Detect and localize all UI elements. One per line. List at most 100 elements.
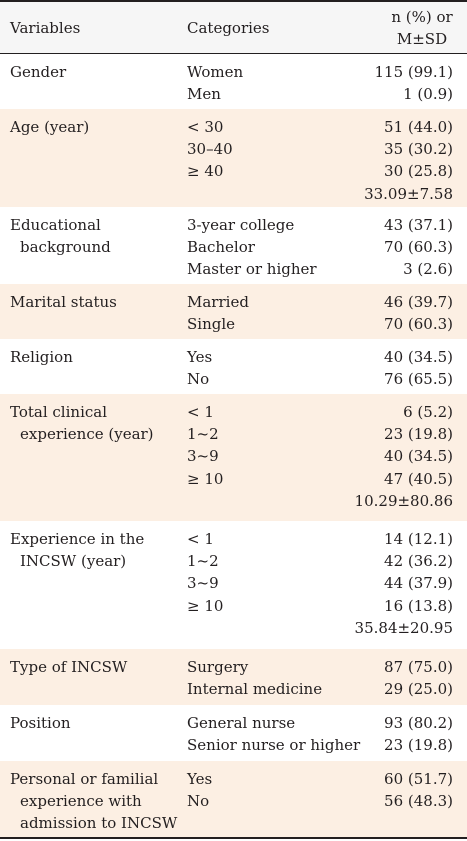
value-label: 51 (44.0) — [384, 118, 453, 136]
table-row: Type of INCSW Surgery Internal medicine 87 … — [0, 649, 467, 705]
category-label: Married — [187, 293, 249, 311]
table-row: Total clinical experience (year) < 1 1~2 3~9… — [0, 394, 467, 521]
variable-label: Religion — [10, 348, 73, 366]
variable-cell: Personal or familial experience with admis… — [10, 768, 180, 835]
variable-label: Gender — [10, 63, 67, 81]
table-row: Gender Women Men 115 (99.1) 1 (0.9) — [0, 54, 467, 109]
value-cell: 6 (5.2) 23 (19.8) 40 (34.5) 47 (40.5) 10.29±… — [355, 401, 453, 512]
table-top-rule — [0, 0, 467, 2]
category-cell: General nurse Senior nurse or higher — [187, 712, 360, 756]
category-cell: < 30 30–40 ≥ 40 — [187, 116, 233, 183]
variable-label: Educational — [10, 216, 101, 234]
value-label: 29 (25.0) — [384, 680, 453, 699]
variable-label: Marital status — [10, 293, 117, 311]
variable-cell: Educational background — [10, 214, 180, 258]
variable-label: Age (year) — [10, 118, 90, 136]
value-label: 60 (51.7) — [384, 770, 453, 788]
category-label: No — [187, 792, 210, 811]
value-label: 23 (19.8) — [384, 736, 453, 755]
table-row: Educational background 3-year college Bache… — [0, 207, 467, 284]
variable-label: admission to INCSW — [20, 814, 178, 833]
value-cell: 43 (37.1) 70 (60.3) 3 (2.6) — [384, 214, 453, 281]
table-row: Personal or familial experience with admis… — [0, 761, 467, 837]
value-label: 47 (40.5) — [384, 469, 453, 488]
category-label: 30–40 — [187, 140, 233, 159]
value-cell: 60 (51.7) 56 (48.3) — [384, 768, 453, 812]
value-label: 46 (39.7) — [384, 293, 453, 311]
variable-label: Personal or familial — [10, 770, 159, 788]
category-label: ≥ 10 — [187, 469, 224, 488]
value-label: 44 (37.9) — [384, 574, 453, 593]
variable-cell: Gender — [10, 61, 180, 83]
variable-cell: Marital status — [10, 291, 180, 313]
category-cell: Yes No — [187, 768, 212, 812]
value-label: 70 (60.3) — [384, 315, 453, 334]
value-label: 43 (37.1) — [384, 216, 453, 234]
value-label: 76 (65.5) — [384, 370, 453, 389]
category-cell: 3-year college Bachelor Master or higher — [187, 214, 317, 281]
category-label: Yes — [187, 770, 213, 788]
table-row: Marital status Married Single 46 (39.7) 70 (… — [0, 284, 467, 339]
variable-cell: Total clinical experience (year) — [10, 401, 180, 445]
variable-label: experience (year) — [20, 425, 154, 444]
category-label: ≥ 10 — [187, 596, 224, 615]
variable-label: INCSW (year) — [20, 552, 127, 571]
variable-label: Position — [10, 714, 71, 732]
value-cell: 87 (75.0) 29 (25.0) — [384, 656, 453, 700]
value-label: 33.09±7.58 — [364, 184, 453, 203]
category-label: Single — [187, 315, 236, 334]
header-variables: Variables — [10, 19, 81, 37]
category-label: General nurse — [187, 714, 296, 732]
value-cell: 93 (80.2) 23 (19.8) — [384, 712, 453, 756]
category-cell: Women Men — [187, 61, 243, 105]
value-label: 23 (19.8) — [384, 425, 453, 444]
category-label: Senior nurse or higher — [187, 736, 361, 755]
value-cell: 14 (12.1) 42 (36.2) 44 (37.9) 16 (13.8) 35.8… — [355, 528, 453, 639]
value-cell: 51 (44.0) 35 (30.2) 30 (25.8) 33.09±7.58 — [364, 116, 453, 205]
category-label: Master or higher — [187, 260, 317, 279]
value-cell: 46 (39.7) 70 (60.3) — [384, 291, 453, 335]
value-label: 6 (5.2) — [403, 403, 453, 421]
category-cell: Married Single — [187, 291, 249, 335]
table-header: Variables Categories n (%) or M±SD — [0, 2, 467, 53]
value-label: 35.84±20.95 — [354, 618, 453, 637]
variable-label: Experience in the — [10, 530, 145, 548]
category-label: 3~9 — [187, 574, 219, 593]
category-cell: Surgery Internal medicine — [187, 656, 322, 700]
table-bottom-rule — [0, 837, 467, 839]
value-label: 115 (99.1) — [374, 63, 453, 81]
header-statistic-line1: n (%) or — [391, 8, 453, 26]
variable-label: Total clinical — [10, 403, 108, 421]
header-categories: Categories — [187, 19, 270, 37]
table-row: Experience in the INCSW (year) < 1 1~2 3~9 ≥ … — [0, 521, 467, 649]
value-label: 93 (80.2) — [384, 714, 453, 732]
category-label: Internal medicine — [187, 680, 323, 699]
variable-label: background — [20, 238, 111, 257]
variable-label: experience with — [20, 792, 142, 811]
value-label: 87 (75.0) — [384, 658, 453, 676]
value-label: 40 (34.5) — [384, 348, 453, 366]
table-row: Position General nurse Senior nurse or hig… — [0, 705, 467, 761]
category-label: < 1 — [187, 403, 214, 421]
category-label: Bachelor — [187, 238, 255, 257]
category-label: 1~2 — [187, 425, 219, 444]
value-label: 1 (0.9) — [403, 85, 453, 104]
category-cell: < 1 1~2 3~9 ≥ 10 — [187, 528, 223, 617]
category-label: 1~2 — [187, 552, 219, 571]
category-label: 3-year college — [187, 216, 295, 234]
variable-cell: Religion — [10, 346, 180, 368]
category-label: < 30 — [187, 118, 224, 136]
variable-cell: Type of INCSW — [10, 656, 180, 678]
table-row: Religion Yes No 40 (34.5) 76 (65.5) — [0, 339, 467, 394]
value-label: 14 (12.1) — [384, 530, 453, 548]
value-cell: 40 (34.5) 76 (65.5) — [384, 346, 453, 390]
variable-cell: Age (year) — [10, 116, 180, 138]
category-label: ≥ 40 — [187, 162, 224, 181]
header-statistic-line2: M±SD — [396, 30, 448, 49]
table-row: Age (year) < 30 30–40 ≥ 40 51 (44.0) 35 (30.2… — [0, 109, 467, 207]
value-label: 40 (34.5) — [384, 447, 453, 466]
category-label: Yes — [187, 348, 213, 366]
value-label: 56 (48.3) — [384, 792, 453, 811]
table-header-rule — [0, 53, 467, 54]
